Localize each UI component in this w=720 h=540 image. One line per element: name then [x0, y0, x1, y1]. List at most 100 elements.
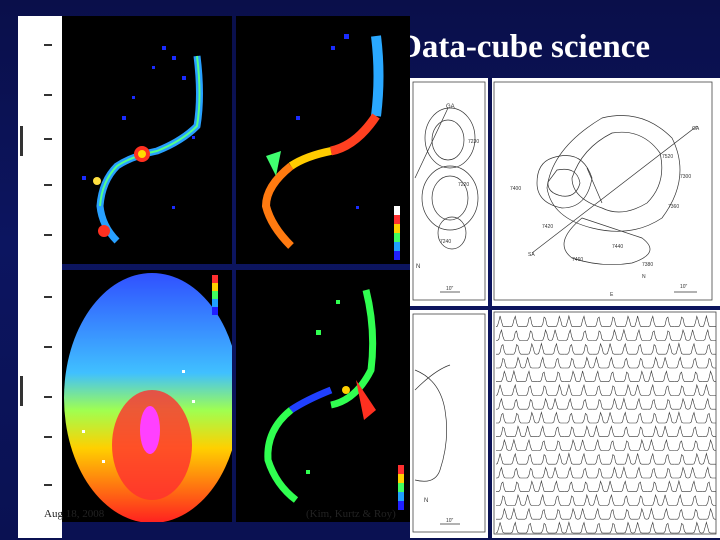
spectrum-line	[661, 454, 675, 465]
spectrum-line	[619, 480, 634, 492]
spectrum-line	[537, 479, 551, 492]
spectrum-line	[688, 440, 703, 451]
spectrum-line	[647, 344, 661, 355]
spectrum-line	[537, 493, 551, 506]
spectrum-line	[551, 495, 565, 506]
spectrum-line	[523, 454, 538, 465]
spectrum-line	[674, 316, 689, 327]
spectrum-line	[647, 452, 661, 465]
spectrum-line	[661, 385, 675, 396]
spectrum-line	[551, 426, 565, 437]
spectrum-line	[661, 507, 675, 520]
spectrum-line	[647, 330, 661, 341]
spectrum-line	[702, 507, 716, 520]
spectrum-line	[551, 315, 565, 327]
velocity-colorbar	[394, 206, 400, 260]
spectrum-line	[619, 371, 634, 382]
spectrum-line	[523, 438, 538, 451]
spectrum-line	[619, 315, 634, 327]
spectrum-line	[523, 494, 538, 506]
footer-credit: (Kim, Kurtz & Roy)	[306, 508, 396, 520]
spectrum-line	[523, 522, 538, 534]
spectrum-line	[633, 438, 648, 451]
contour-label: GA	[446, 104, 455, 110]
spectrum-line	[688, 467, 703, 479]
spectrum-line	[523, 370, 538, 382]
intensity-map-panel	[62, 16, 232, 264]
spectrum-line	[688, 509, 703, 520]
spectrum-line	[550, 467, 565, 479]
spectrum-line	[633, 397, 648, 410]
spectrum-line	[702, 383, 716, 396]
spectrum-line	[537, 466, 551, 479]
spectrum-line	[509, 344, 524, 355]
spectrum-line	[509, 507, 524, 520]
spectrum-line	[647, 398, 661, 410]
spectrum-line	[661, 316, 675, 327]
contour-map-right: GA 7400 7520 7300 7360 7420 7440 7460 73…	[492, 78, 720, 306]
spectrum-line	[496, 357, 510, 369]
spectrum-line	[606, 509, 620, 520]
spectrum-line	[523, 411, 538, 424]
spectrum-line	[592, 399, 606, 410]
spectrum-line	[537, 508, 551, 520]
spectrum-line	[702, 495, 716, 506]
spectrum-line	[619, 521, 634, 534]
spectrum-line	[496, 507, 510, 520]
spectrum-line	[633, 315, 648, 327]
spectrum-line	[592, 480, 606, 492]
spectrum-line	[592, 522, 606, 534]
contour-label: 7360	[668, 204, 679, 210]
spectrum-line	[592, 342, 606, 355]
spectrum-line	[688, 452, 703, 465]
footer-date: Aug 18, 2008	[44, 508, 105, 520]
spectrum-line	[551, 509, 565, 520]
spectrum-line	[606, 328, 620, 341]
spectrum-line	[647, 438, 661, 451]
spectrum-line	[633, 426, 648, 437]
spectrum-line	[495, 522, 510, 534]
spectra-grid-panel	[492, 310, 720, 538]
spectrum-line	[537, 522, 551, 534]
spectrum-line	[564, 328, 579, 341]
spectrum-line	[661, 370, 675, 382]
spectrum-line	[633, 384, 648, 396]
spectrum-line	[606, 425, 620, 437]
intensity-map-image	[82, 46, 203, 244]
spectrum-line	[550, 398, 565, 410]
spectrum-line	[578, 452, 593, 465]
spectrum-line	[702, 343, 716, 355]
spectrum-line	[564, 314, 579, 327]
spectrum-line	[633, 481, 648, 492]
spectrum-line	[633, 357, 648, 369]
spectrum-line	[578, 412, 593, 424]
scale-label: 10"	[680, 284, 688, 290]
spectrum-line	[619, 440, 634, 451]
spectrum-line	[592, 424, 606, 437]
contour-label: 7240	[440, 239, 451, 245]
spectrum-line	[523, 316, 538, 327]
spectrum-line	[674, 342, 689, 355]
spectrum-line	[537, 328, 551, 341]
spectrum-line	[606, 522, 620, 534]
spectrum-line	[702, 370, 716, 382]
velocity-map-image	[261, 34, 400, 260]
spectrum-line	[578, 481, 593, 492]
spectrum-line	[674, 356, 689, 369]
spectrum-line	[509, 493, 524, 506]
spectrum-line	[661, 411, 675, 424]
spectrum-line	[702, 466, 716, 479]
spectrum-line	[619, 397, 634, 410]
spectrum-line	[509, 425, 524, 437]
slide-title: Data-cube science	[398, 29, 651, 65]
spectrum-line	[661, 342, 675, 355]
spectrum-line	[674, 479, 689, 492]
spectrum-line	[605, 343, 620, 355]
spectrum-line	[674, 397, 689, 410]
spectrum-line	[564, 466, 579, 479]
spectrum-line	[647, 467, 661, 479]
spectrum-line	[564, 383, 579, 396]
spectrum-line	[688, 495, 703, 506]
spectrum-line	[660, 425, 675, 437]
spectrum-line	[661, 399, 675, 410]
